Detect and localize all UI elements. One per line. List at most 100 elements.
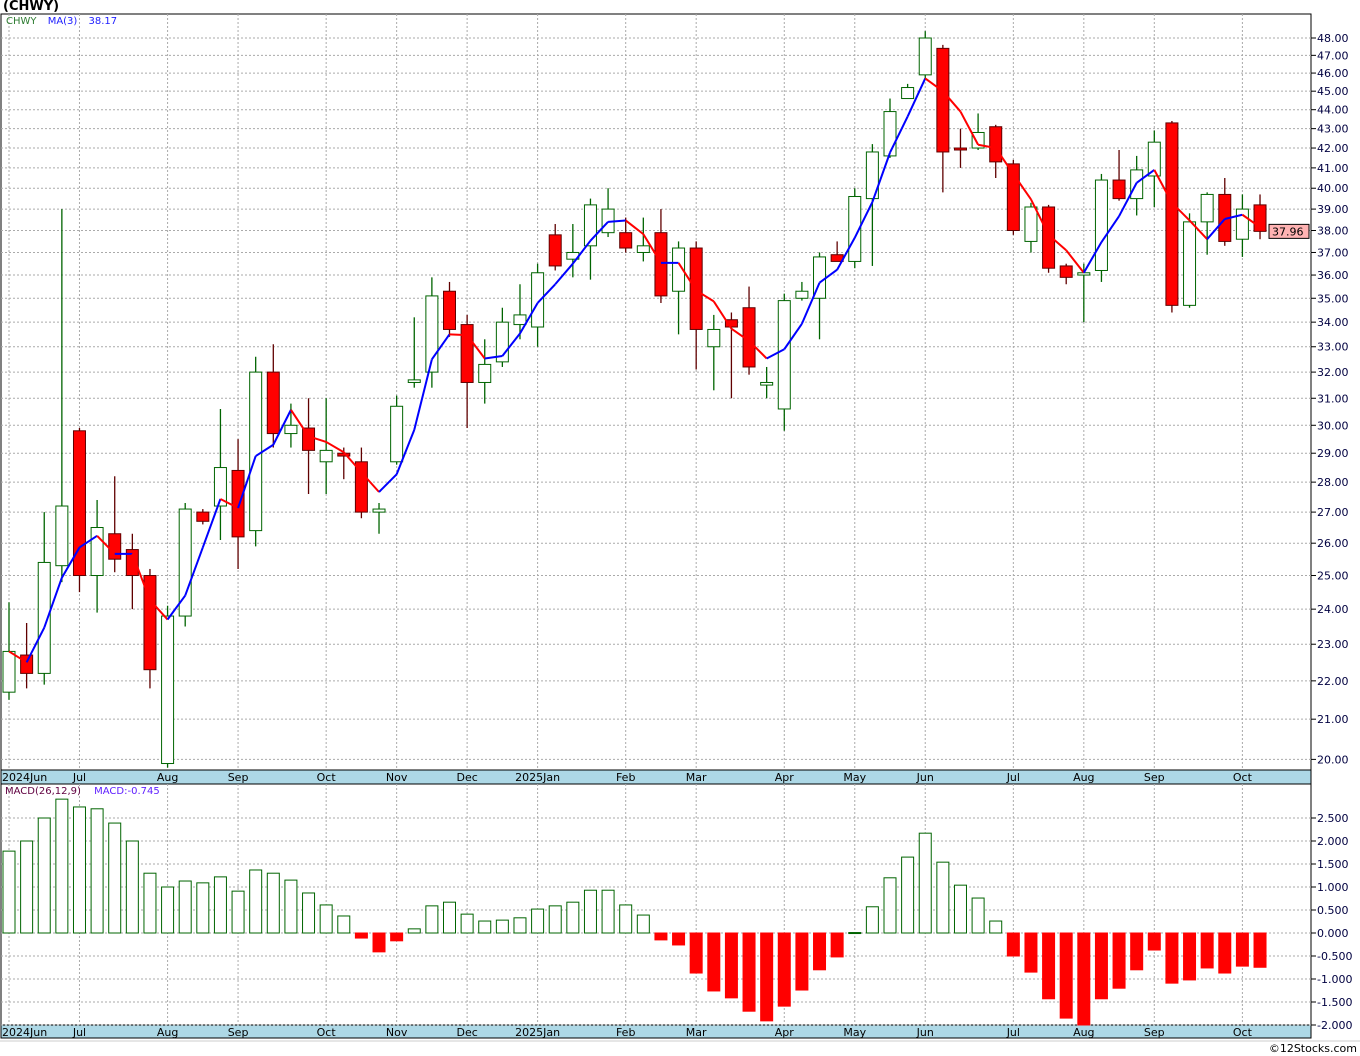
month-label: Jun	[916, 771, 934, 784]
ma-line-segment	[501, 332, 521, 357]
candle-up	[901, 87, 915, 100]
month-label: 2025Jan	[515, 1026, 560, 1039]
ma-line-segment	[748, 340, 768, 360]
price-tick-label: 29.00	[1317, 447, 1349, 460]
macd-bar-negative	[1059, 932, 1073, 1019]
month-label: Apr	[775, 771, 795, 784]
candle-up	[777, 300, 791, 410]
ma-line-segment	[60, 546, 81, 579]
candle-down	[654, 232, 668, 297]
macd-bar-negative	[707, 932, 721, 992]
ma-line-segment	[449, 333, 468, 337]
macd-value: MACD:-0.745	[94, 786, 160, 797]
month-label: Oct	[317, 771, 337, 784]
ma-line-segment	[237, 455, 257, 509]
macd-bar-positive	[883, 877, 897, 934]
candle-up	[37, 561, 51, 674]
ma-line-segment	[484, 354, 503, 360]
macd-bar-positive	[284, 879, 298, 934]
candle-up	[636, 245, 650, 253]
ma-line-segment	[889, 116, 909, 154]
candle-down	[354, 461, 368, 513]
ma-line-segment	[642, 233, 662, 264]
candle-down	[548, 234, 562, 267]
macd-bar-positive	[37, 817, 51, 934]
ma-line-segment	[466, 334, 486, 360]
price-tick-label: 37.00	[1317, 246, 1349, 259]
ma-line-segment	[395, 429, 416, 475]
candle-up	[284, 424, 298, 435]
month-label: Mar	[686, 1026, 707, 1039]
month-label: May	[843, 771, 866, 784]
candle-up	[1094, 179, 1108, 271]
macd-bar-negative	[354, 932, 368, 939]
ma-line-segment	[96, 535, 116, 555]
macd-bar-negative	[1042, 932, 1056, 1000]
candle-up	[707, 328, 721, 348]
price-tick-label: 31.00	[1317, 392, 1349, 405]
macd-bar-positive	[478, 920, 492, 934]
ma-line-segment	[184, 547, 204, 596]
macd-bar-positive	[513, 917, 527, 934]
candle-up	[1235, 208, 1249, 240]
macd-bar-positive	[953, 884, 967, 934]
price-tick-label: 48.00	[1317, 32, 1349, 45]
ma-line-segment	[1012, 173, 1032, 200]
copyright-footer: ©12Stocks.com	[1268, 1042, 1357, 1055]
month-label: Dec	[456, 771, 477, 784]
candle-up	[319, 449, 333, 463]
macd-tick-label: -2.000	[1317, 1019, 1352, 1032]
macd-bar-negative	[1094, 932, 1108, 1000]
month-label: Aug	[1073, 771, 1094, 784]
ma-line-segment	[959, 111, 979, 146]
candle-up	[55, 505, 69, 567]
ma-line-segment	[272, 409, 292, 446]
macd-bar-positive	[90, 808, 104, 934]
macd-bar-negative	[1130, 932, 1144, 971]
macd-tick-label: -1.000	[1317, 973, 1352, 986]
price-panel	[0, 13, 1312, 771]
ma-line-segment	[1118, 182, 1138, 217]
ma-line-segment	[994, 147, 1015, 175]
ma-line-segment	[413, 359, 433, 431]
price-tick-label: 39.00	[1317, 203, 1349, 216]
macd-bar-negative	[760, 932, 774, 1022]
candle-up	[760, 381, 774, 386]
macd-bar-positive	[601, 889, 615, 934]
macd-bar-negative	[1253, 932, 1267, 968]
candle-down	[1006, 163, 1020, 231]
month-label: Sep	[1144, 771, 1165, 784]
candle-up	[513, 314, 527, 326]
price-tick-label: 25.00	[1317, 570, 1349, 583]
ma-line-segment	[431, 333, 451, 360]
ma-line-segment	[1153, 169, 1173, 204]
ma-line-segment	[942, 90, 962, 113]
price-tick-label: 44.00	[1317, 104, 1349, 117]
candle-up	[865, 151, 879, 200]
candle-up	[1147, 141, 1161, 177]
candle-up	[883, 111, 897, 157]
candle-up	[672, 247, 686, 292]
macd-bar-positive	[901, 856, 915, 934]
price-tick-label: 32.00	[1317, 366, 1349, 379]
month-label: Aug	[157, 1026, 178, 1039]
candle-down	[143, 575, 157, 671]
price-tick-label: 24.00	[1317, 603, 1349, 616]
price-tick-label: 21.00	[1317, 713, 1349, 726]
ma-line-segment	[818, 268, 838, 284]
ma-line-segment	[1047, 234, 1067, 252]
macd-tick-label: 1.000	[1317, 881, 1349, 894]
ma-line-segment	[924, 77, 944, 92]
ma-line-segment	[1188, 219, 1208, 240]
candle-down	[953, 147, 967, 151]
ma-line-segment	[712, 300, 733, 330]
month-label: Dec	[456, 1026, 477, 1039]
macd-tick-label: 0.500	[1317, 904, 1349, 917]
ma-line-segment	[871, 152, 891, 203]
candle-down	[125, 549, 139, 577]
ma-line-segment	[78, 535, 98, 549]
chart-title: (CHWY)	[3, 0, 60, 14]
month-label: Oct	[1233, 1026, 1253, 1039]
month-label: 2024Jun	[2, 1026, 47, 1039]
